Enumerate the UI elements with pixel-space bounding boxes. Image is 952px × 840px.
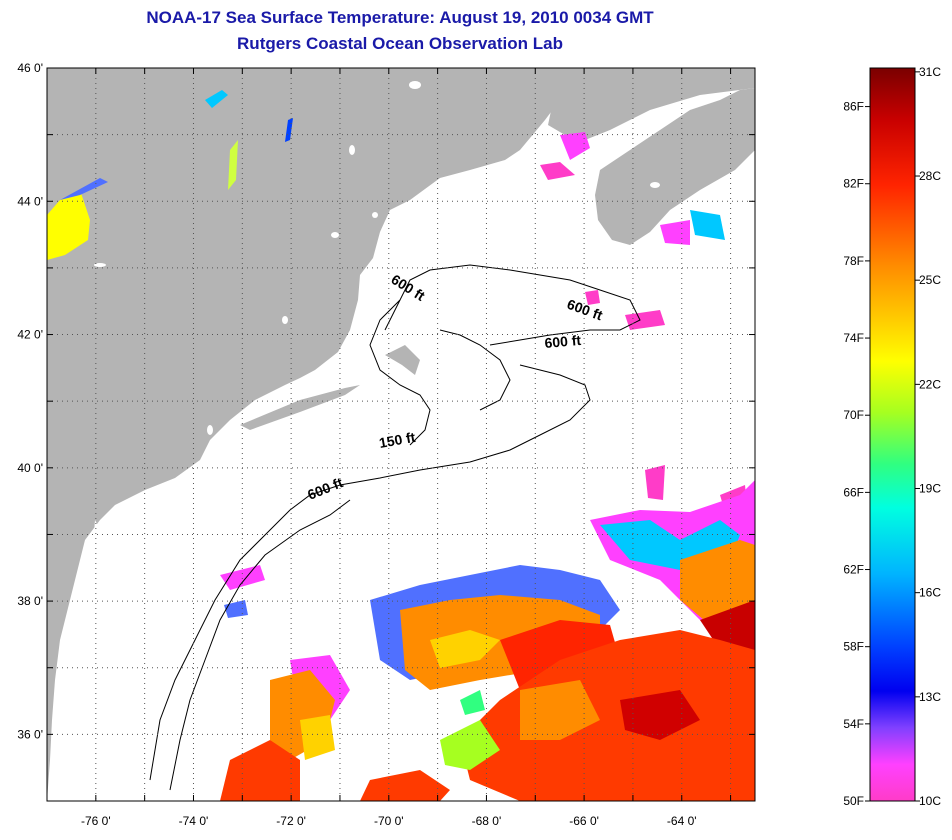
- colorbar-c-label: 28C: [919, 169, 941, 183]
- longitude-label: -66 0': [569, 814, 599, 828]
- longitude-label: -70 0': [374, 814, 404, 828]
- axis-ticks: [46, 67, 755, 802]
- longitude-label: -76 0': [81, 814, 111, 828]
- colorbar-f-label: 86F: [843, 100, 864, 114]
- map-subtitle: Rutgers Coastal Ocean Observation Lab: [237, 34, 563, 53]
- colorbar-f-label: 58F: [843, 640, 864, 654]
- colorbar-c-label: 16C: [919, 586, 941, 600]
- colorbar-f-label: 54F: [843, 717, 864, 731]
- colorbar-f-label: 78F: [843, 254, 864, 268]
- land-cape-cod: [385, 345, 420, 375]
- latitude-label: 38 0': [17, 594, 43, 608]
- colorbar-f-label: 66F: [843, 485, 864, 499]
- latitude-label: 40 0': [17, 461, 43, 475]
- colorbar-celsius-labels: 31C 28C 25C 22C 19C 16C 13C 10C: [919, 65, 941, 808]
- latitude-label: 46 0': [17, 61, 43, 75]
- colorbar-f-label: 50F: [843, 794, 864, 808]
- bathymetry-contours: [149, 264, 641, 791]
- graticule: [47, 68, 755, 801]
- sst-patches-south: [220, 480, 755, 801]
- contour-label: 600 ft: [544, 332, 582, 351]
- land-new-brunswick: [548, 68, 755, 140]
- colorbar-f-label: 70F: [843, 408, 864, 422]
- land-mainland: [47, 68, 560, 801]
- longitude-label: -68 0': [472, 814, 502, 828]
- colorbar: [869, 67, 916, 802]
- colorbar-f-label: 82F: [843, 177, 864, 191]
- colorbar-c-label: 22C: [919, 377, 941, 391]
- latitude-label: 42 0': [17, 328, 43, 342]
- latitude-labels: 46 0' 44 0' 42 0' 40 0' 38 0' 36 0': [17, 61, 43, 741]
- colorbar-f-label: 74F: [843, 331, 864, 345]
- longitude-label: -64 0': [667, 814, 697, 828]
- land-nova-scotia: [595, 88, 755, 245]
- colorbar-c-label: 25C: [919, 273, 941, 287]
- colorbar-c-label: 19C: [919, 482, 941, 496]
- longitude-labels: -76 0' -74 0' -72 0' -70 0' -68 0' -66 0' -64 …: [81, 814, 697, 828]
- latitude-label: 44 0': [17, 194, 43, 208]
- map-frame: [46, 67, 756, 802]
- contour-label: 150 ft: [378, 429, 417, 451]
- sst-patches-north: [47, 90, 748, 515]
- longitude-label: -74 0': [179, 814, 209, 828]
- inland-water: [94, 81, 660, 435]
- colorbar-c-label: 10C: [919, 794, 941, 808]
- colorbar-f-label: 62F: [843, 563, 864, 577]
- longitude-label: -72 0': [276, 814, 306, 828]
- bay: [70, 520, 105, 730]
- colorbar-c-label: 31C: [919, 65, 941, 79]
- map-title: NOAA-17 Sea Surface Temperature: August …: [146, 8, 654, 27]
- colorbar-fahrenheit-labels: 86F 82F 78F 74F 70F 66F 62F 58F 54F 50F: [843, 100, 864, 808]
- colorbar-ticks: [865, 71, 920, 802]
- colorbar-c-label: 13C: [919, 690, 941, 704]
- latitude-label: 36 0': [17, 727, 43, 741]
- land-long-island: [240, 385, 360, 430]
